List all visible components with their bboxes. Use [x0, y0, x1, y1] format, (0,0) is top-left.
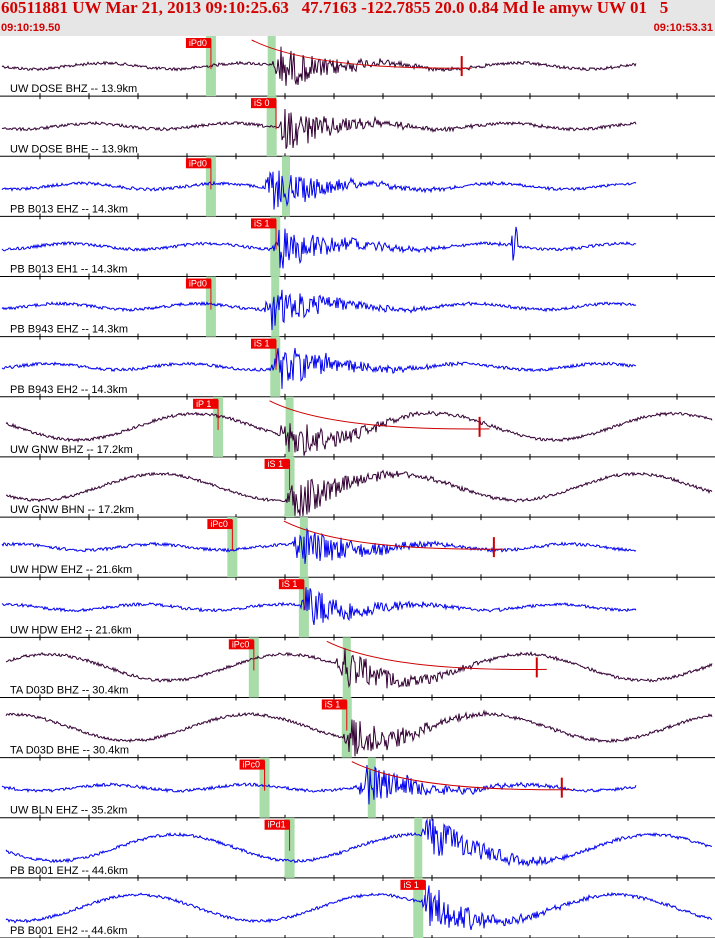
station-label: PB B013 EHZ -- 14.3km: [10, 203, 128, 215]
pick-window: [270, 336, 281, 397]
pick-label-box[interactable]: [321, 699, 347, 710]
waveform: [1, 527, 637, 564]
trace-row[interactable]: iS 1 PB B943 EH2 -- 14.3km: [0, 336, 715, 400]
pick-label: iPd0: [189, 158, 207, 168]
waveform: [1, 226, 637, 269]
station-label: UW HDW EHZ -- 21.6km: [10, 564, 132, 576]
coda-curve: [251, 39, 472, 69]
start-time-label: 09:10:19.50: [1, 22, 61, 34]
pick-label-box[interactable]: [250, 338, 276, 349]
station-label: TA D03D BHE -- 30.4km: [10, 745, 129, 757]
station-label: UW GNW BHN -- 17.2km: [10, 504, 134, 516]
pick-label: iPd1: [268, 820, 286, 830]
trace-row[interactable]: iPc0 UW BLN EHZ -- 35.2km: [0, 757, 715, 821]
seismogram-panel[interactable]: iPd0 UW DOSE BHZ -- 13.9km iS 0 UW DOSE BHE…: [0, 36, 715, 938]
waveform: [5, 648, 713, 689]
station-label: PB B001 EH2 -- 44.6km: [10, 925, 127, 937]
station-label: PB B943 EH2 -- 14.3km: [10, 384, 127, 396]
pick-window: [267, 36, 276, 97]
end-time-label: 09:10:53.31: [653, 22, 713, 34]
coda-curve: [269, 400, 490, 430]
pick-window: [414, 817, 423, 878]
waveform: [1, 170, 637, 210]
waveform: [1, 289, 637, 331]
pick-label-box[interactable]: [185, 278, 211, 289]
pick-label: iS 1: [282, 579, 298, 589]
station-label: UW HDW EH2 -- 21.6km: [10, 624, 132, 636]
trace-row[interactable]: iPd0 PB B013 EHZ -- 14.3km: [0, 156, 715, 220]
trace-row[interactable]: iPd0 PB B943 EHZ -- 14.3km: [0, 276, 715, 340]
trace-row[interactable]: iPd0 UW DOSE BHZ -- 13.9km: [0, 36, 715, 100]
station-label: PB B001 EHZ -- 44.6km: [10, 865, 128, 877]
waveform: [1, 348, 637, 389]
pick-label-box[interactable]: [185, 158, 211, 169]
event-title: 60511881 UW Mar 21, 2013 09:10:25.63 47.…: [1, 0, 669, 17]
trace-row[interactable]: iP 1 UW GNW BHZ -- 17.2km: [0, 396, 715, 460]
waveform: [1, 46, 637, 86]
pick-window: [282, 156, 290, 217]
pick-label-box[interactable]: [239, 759, 265, 770]
pick-label-box[interactable]: [193, 398, 219, 409]
trace-row[interactable]: iS 1 PB B013 EH1 -- 14.3km: [0, 216, 715, 280]
coda-curve: [351, 761, 572, 791]
pick-label-box[interactable]: [207, 519, 233, 530]
waveform: [5, 885, 713, 931]
pick-label-box[interactable]: [250, 98, 276, 109]
pick-label: iP 1: [196, 399, 211, 409]
station-label: PB B013 EH1 -- 14.3km: [10, 264, 127, 276]
pick-label-box[interactable]: [250, 218, 276, 229]
pick-label-box[interactable]: [264, 458, 290, 469]
station-label: TA D03D BHZ -- 30.4km: [10, 684, 128, 696]
waveform: [1, 765, 637, 805]
trace-row[interactable]: iPc0 TA D03D BHZ -- 30.4km: [0, 637, 715, 701]
trace-row[interactable]: iS 1 UW GNW BHN -- 17.2km: [0, 456, 715, 521]
pick-label: iPc0: [232, 639, 250, 649]
pick-label: iS 1: [403, 880, 419, 890]
event-header: 60511881 UW Mar 21, 2013 09:10:25.63 47.…: [0, 0, 715, 36]
waveform: [5, 469, 713, 516]
pick-label-box[interactable]: [400, 879, 426, 890]
trace-row[interactable]: iS 1 TA D03D BHE -- 30.4km: [0, 697, 715, 761]
station-label: UW BLN EHZ -- 35.2km: [10, 805, 127, 817]
trace-row[interactable]: iS 1 UW HDW EH2 -- 21.6km: [0, 577, 715, 641]
pick-label-box[interactable]: [185, 38, 211, 48]
station-label: UW DOSE BHZ -- 13.9km: [10, 83, 137, 95]
pick-window: [413, 877, 424, 938]
pick-label: iS 1: [325, 699, 341, 709]
waveform: [1, 108, 637, 149]
waveform: [5, 818, 713, 867]
trace-row[interactable]: iPc0 UW HDW EHZ -- 21.6km: [0, 517, 715, 581]
pick-label-box[interactable]: [278, 579, 304, 590]
trace-row[interactable]: iPd1 PB B001 EHZ -- 44.6km: [0, 817, 715, 881]
trace-row[interactable]: iS 0 UW DOSE BHE -- 13.9km: [0, 96, 715, 160]
pick-label-box[interactable]: [228, 639, 254, 650]
pick-label: iS 1: [254, 339, 270, 349]
pick-label: iS 1: [254, 218, 270, 228]
pick-label: iPc0: [243, 760, 261, 770]
coda-curve: [283, 520, 504, 550]
pick-label: iS 1: [268, 459, 284, 469]
pick-label: iPd0: [189, 38, 207, 48]
waveform: [5, 709, 713, 757]
pick-label: iPd0: [189, 279, 207, 289]
station-label: UW DOSE BHE -- 13.9km: [10, 143, 138, 155]
station-label: PB B943 EHZ -- 14.3km: [10, 324, 128, 336]
pick-label: iS 0: [254, 98, 270, 108]
pick-window: [271, 276, 280, 337]
pick-label: iPc0: [210, 519, 228, 529]
station-label: UW GNW BHZ -- 17.2km: [10, 444, 133, 456]
waveform: [5, 410, 713, 456]
waveform: [1, 587, 637, 626]
trace-row[interactable]: iS 1 PB B001 EH2 -- 44.6km: [0, 877, 715, 938]
pick-label-box[interactable]: [264, 819, 290, 830]
coda-curve: [326, 640, 547, 671]
